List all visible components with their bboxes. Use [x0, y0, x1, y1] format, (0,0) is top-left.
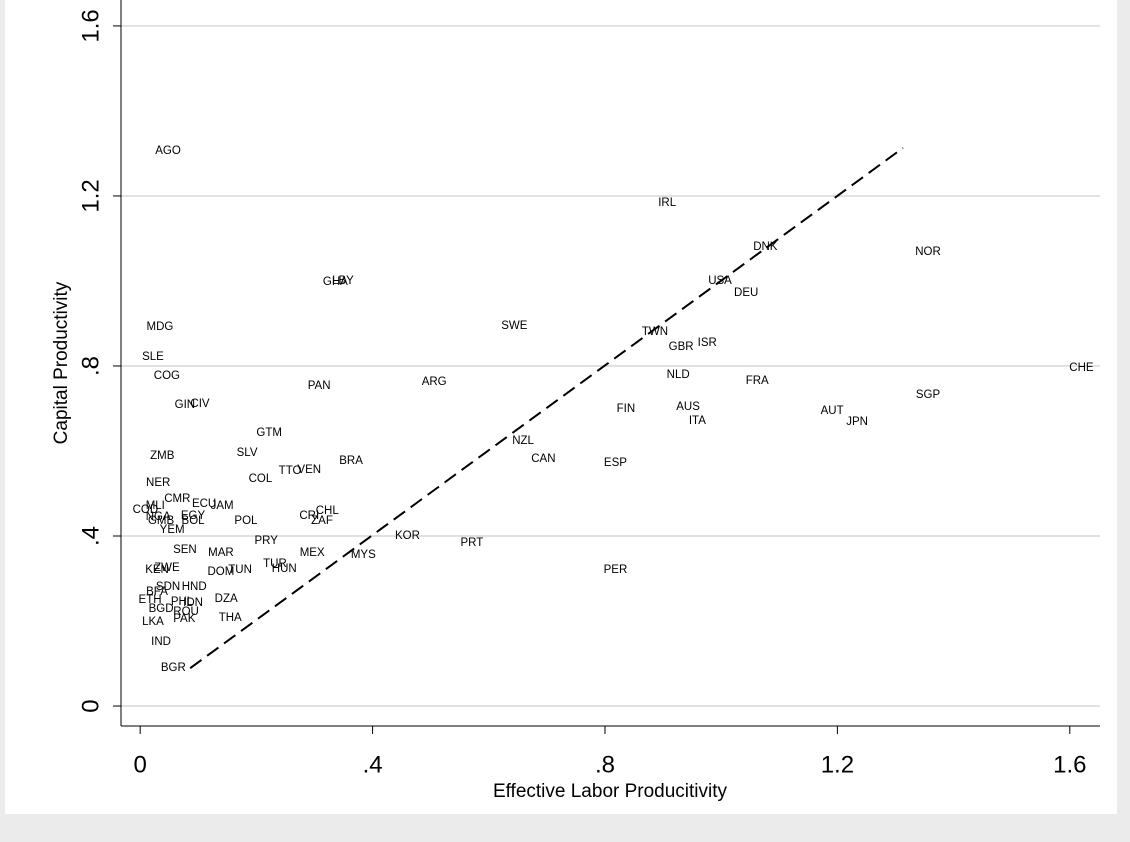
- point-label: AGO: [155, 145, 181, 157]
- point-label: ISR: [698, 337, 717, 349]
- point-label: SGP: [916, 389, 941, 401]
- point-label: DZA: [215, 593, 238, 605]
- point-label: TUR: [263, 558, 287, 570]
- point-label: SLV: [237, 447, 258, 459]
- point-label: NER: [146, 477, 170, 489]
- x-tick-label: .8: [595, 751, 615, 778]
- point-label: JPN: [846, 416, 868, 428]
- point-label: BOL: [182, 515, 206, 527]
- point-label: MDG: [147, 321, 174, 333]
- point-label: ZAF: [311, 515, 333, 527]
- point-label: NLD: [667, 369, 690, 381]
- point-label: USA: [708, 275, 732, 287]
- point-label: SWE: [501, 320, 528, 332]
- y-tick-label: 1.6: [77, 9, 104, 42]
- point-label: ESP: [604, 457, 627, 469]
- point-label: YEM: [160, 524, 185, 536]
- point-label: SEN: [173, 544, 197, 556]
- point-label: GBR: [669, 341, 694, 353]
- y-axis-title: Capital Productivity: [51, 281, 72, 444]
- point-label: PHL: [171, 596, 194, 608]
- point-label: ROU: [173, 606, 199, 618]
- point-label: DOM: [208, 566, 235, 578]
- point-label: ZMB: [150, 450, 175, 462]
- point-label: AUT: [821, 405, 844, 417]
- point-label: ITA: [689, 415, 706, 427]
- point-label: VEN: [297, 464, 321, 476]
- point-label: GMB: [148, 515, 175, 527]
- point-label: BFA: [146, 586, 168, 598]
- point-label: DEU: [734, 287, 758, 299]
- point-label: PAN: [308, 380, 331, 392]
- point-label: COG: [154, 370, 180, 382]
- point-label: COD: [133, 504, 159, 516]
- point-label: PAK: [173, 613, 195, 625]
- point-label: AUS: [676, 401, 700, 413]
- point-label: ECU: [192, 498, 216, 510]
- point-label: KOR: [395, 530, 420, 542]
- point-label: IND: [151, 636, 171, 648]
- point-label: DNK: [753, 241, 778, 253]
- point-label: CRI: [299, 510, 319, 522]
- point-label: SLE: [142, 351, 164, 363]
- point-label: CIV: [190, 398, 210, 410]
- point-label: HND: [182, 581, 207, 593]
- x-tick-label: 0: [133, 751, 146, 778]
- y-tick-label: .8: [77, 356, 104, 376]
- point-label: MEX: [300, 547, 325, 559]
- point-label: PER: [604, 564, 628, 576]
- y-tick-label: .4: [77, 526, 104, 546]
- point-label: ETH: [139, 594, 162, 606]
- point-label: HUN: [272, 563, 297, 575]
- x-tick-label: .4: [363, 751, 383, 778]
- point-label: NOR: [915, 246, 941, 258]
- point-label: TTO: [279, 465, 302, 477]
- x-axis-title: Effective Labor Producitivity: [493, 781, 728, 802]
- point-label: JAM: [211, 500, 234, 512]
- point-label: TWN: [642, 326, 668, 338]
- point-label: COL: [249, 473, 273, 485]
- point-label: CAN: [531, 453, 555, 465]
- point-label: NGA: [146, 511, 171, 523]
- point-label: BGD: [149, 603, 174, 615]
- point-label: PRY: [255, 535, 279, 547]
- point-label: FRA: [746, 375, 769, 387]
- point-label: POL: [234, 515, 258, 527]
- point-label: CHL: [316, 505, 340, 517]
- point-label: NZL: [512, 435, 534, 447]
- point-label: CMR: [164, 493, 190, 505]
- plot-background: [5, 0, 1117, 814]
- point-label: SDN: [156, 581, 180, 593]
- reference-line: [189, 147, 904, 669]
- point-label: MYS: [351, 549, 376, 561]
- point-label: PRT: [461, 537, 484, 549]
- point-label: BRA: [339, 455, 363, 467]
- x-tick-label: 1.6: [1053, 751, 1086, 778]
- point-label: GHA: [323, 276, 348, 288]
- point-label: EGY: [181, 510, 206, 522]
- y-tick-label: 1.2: [77, 179, 104, 212]
- point-label: ZWE: [154, 562, 180, 574]
- point-label: LBY: [332, 275, 354, 287]
- point-label: GTM: [256, 427, 282, 439]
- point-label: KEN: [145, 564, 169, 576]
- x-tick-label: 1.2: [821, 751, 854, 778]
- point-label: GIN: [175, 399, 195, 411]
- point-label: IRL: [658, 197, 677, 209]
- point-label: MAR: [208, 547, 234, 559]
- point-label: TUN: [228, 564, 252, 576]
- point-label: ARG: [422, 376, 447, 388]
- point-label: IDN: [183, 597, 203, 609]
- point-label: THA: [219, 612, 242, 624]
- point-label: FIN: [617, 403, 636, 415]
- point-label: BGR: [161, 662, 186, 674]
- point-label: MLI: [146, 500, 165, 512]
- point-label: LKA: [142, 616, 164, 628]
- y-tick-label: 0: [77, 699, 104, 712]
- point-label: CHE: [1069, 362, 1094, 374]
